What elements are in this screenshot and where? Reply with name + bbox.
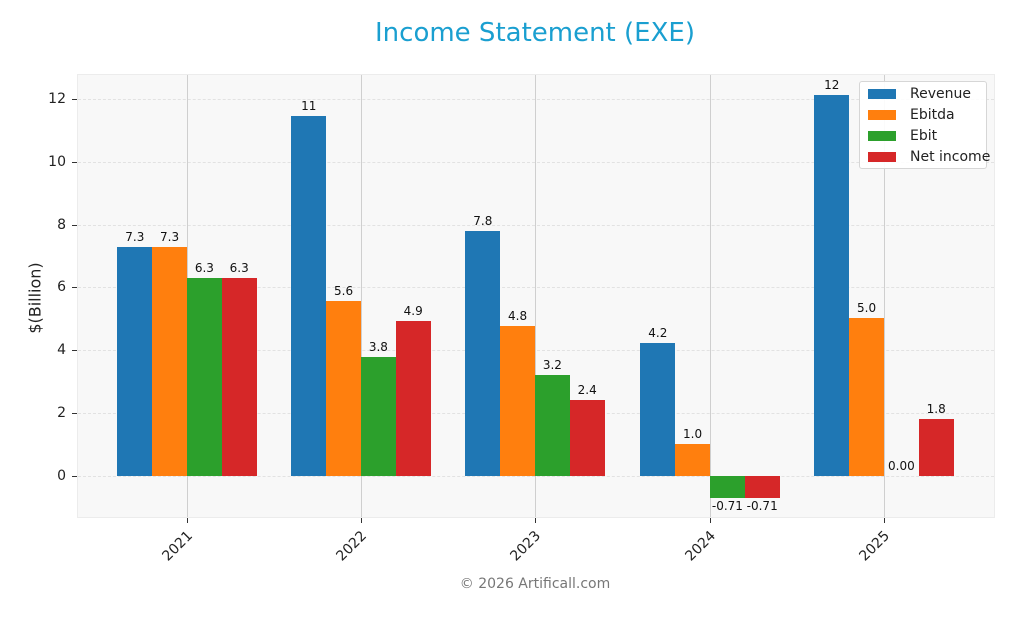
bar-ebitda-2021	[152, 246, 187, 476]
bar-net-income-2023	[569, 399, 605, 476]
y-tick-mark	[72, 224, 77, 226]
bar-value-label: 7.3	[160, 229, 180, 244]
bar-value-label: 12	[824, 77, 840, 92]
x-tick-mark	[710, 518, 711, 523]
bar-value-label: 4.8	[508, 309, 528, 324]
v-gridline	[361, 75, 362, 517]
y-tick-label: 4	[57, 342, 66, 359]
legend-item: Ebitda	[868, 107, 955, 123]
bar-value-label: 7.3	[125, 229, 145, 244]
bar-ebit-2022	[361, 356, 396, 476]
x-tick-mark	[884, 518, 885, 523]
bar-value-label: 6.3	[229, 261, 249, 276]
y-tick-mark	[72, 413, 77, 415]
x-tick-label: 2021	[159, 528, 196, 565]
y-tick-mark	[72, 476, 77, 477]
bar-revenue-2025	[814, 94, 850, 476]
x-tick-label: 2024	[682, 528, 719, 565]
y-tick-label: 10	[48, 153, 66, 170]
bar-ebitda-2022	[326, 301, 361, 476]
bar-value-label: 6.3	[194, 261, 214, 276]
legend: Revenue Ebitda Ebit Net income	[859, 81, 991, 169]
bar-value-label: 5.0	[857, 301, 877, 316]
bar-value-label: 7.8	[473, 213, 493, 228]
x-tick-mark	[361, 518, 362, 523]
bar-value-label: 3.8	[368, 339, 388, 354]
bar-revenue-2024	[640, 343, 676, 476]
bar-value-label: 0.00	[888, 459, 915, 473]
h-gridline	[78, 224, 994, 226]
y-tick-label: 0	[57, 468, 66, 484]
bar-value-label: -0.71	[711, 499, 743, 514]
legend-item: Revenue	[868, 86, 971, 102]
x-tick-mark	[535, 518, 536, 523]
bar-ebit-2023	[535, 374, 570, 476]
x-tick-label: 2023	[507, 528, 544, 565]
legend-swatch-icon	[868, 131, 896, 141]
y-tick-label: 8	[57, 216, 66, 233]
y-tick-label: 2	[57, 405, 66, 422]
v-gridline	[710, 75, 711, 517]
bar-revenue-2022	[291, 115, 327, 476]
x-tick-label: 2025	[856, 528, 893, 565]
bar-value-label: -0.71	[746, 499, 778, 514]
bar-revenue-2021	[117, 246, 153, 476]
h-gridline	[78, 350, 994, 352]
bar-ebitda-2023	[500, 326, 535, 476]
bar-value-label: 4.9	[403, 304, 423, 319]
y-tick-mark	[72, 350, 77, 352]
legend-swatch-icon	[868, 152, 896, 162]
bar-value-label: 3.2	[542, 357, 562, 372]
bar-ebit-2024	[710, 476, 745, 499]
legend-label: Net income	[910, 149, 991, 165]
h-gridline	[78, 287, 994, 289]
legend-item: Ebit	[868, 128, 938, 144]
y-axis-label: $(Billion)	[25, 262, 45, 334]
bar-value-label: 5.6	[334, 284, 354, 299]
copyright-footer: © 2026 Artificall.com	[459, 576, 611, 592]
h-gridline	[78, 476, 994, 477]
v-gridline	[884, 75, 885, 517]
bar-net-income-2022	[395, 321, 431, 476]
legend-item: Net income	[868, 149, 991, 165]
bar-value-label: 4.2	[648, 326, 668, 341]
y-tick-mark	[72, 98, 77, 100]
legend-label: Ebitda	[910, 107, 955, 123]
bar-net-income-2025	[918, 419, 954, 476]
legend-swatch-icon	[868, 89, 896, 99]
bar-net-income-2024	[744, 476, 780, 499]
bar-revenue-2023	[465, 230, 501, 476]
bar-value-label: 1.8	[926, 402, 946, 417]
y-tick-label: 12	[48, 90, 66, 107]
bar-value-label: 2.4	[577, 382, 597, 397]
x-tick-label: 2022	[333, 528, 370, 565]
y-tick-label: 6	[57, 279, 66, 296]
legend-label: Ebit	[910, 128, 938, 144]
v-gridline	[535, 75, 536, 517]
legend-swatch-icon	[868, 110, 896, 120]
bar-ebitda-2025	[849, 318, 884, 476]
bar-ebitda-2024	[675, 443, 710, 476]
bar-ebit-2021	[187, 278, 222, 476]
h-gridline	[78, 98, 994, 100]
y-tick-mark	[72, 287, 77, 289]
bar-value-label: 1.0	[683, 426, 703, 441]
h-gridline	[78, 161, 994, 163]
chart-title: Income Statement (EXE)	[375, 18, 695, 48]
legend-label: Revenue	[910, 86, 971, 102]
y-tick-mark	[72, 161, 77, 163]
x-tick-mark	[187, 518, 188, 523]
bar-value-label: 11	[301, 98, 317, 113]
bar-net-income-2021	[221, 278, 257, 476]
